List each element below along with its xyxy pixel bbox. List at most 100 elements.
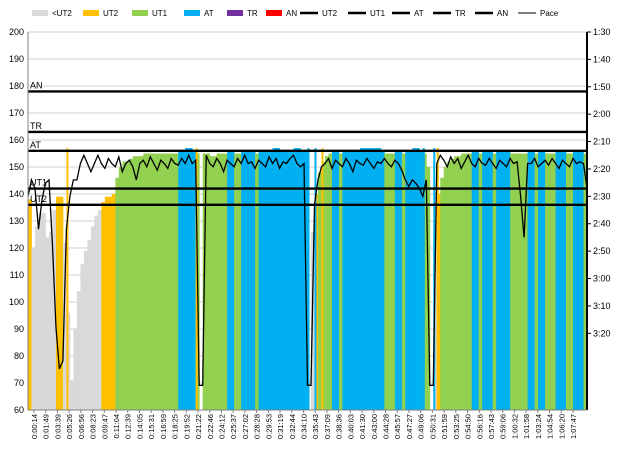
hr-bar-98: [370, 148, 375, 410]
hr-bar-13: [73, 329, 78, 410]
legend-swatch-3: [184, 10, 200, 16]
zone-marker-1: [195, 148, 198, 410]
hr-bar-36: [153, 153, 158, 410]
zone-threshold-lines: [28, 90, 587, 207]
hr-bar-104: [391, 153, 396, 410]
hr-bar-109: [408, 150, 413, 411]
hr-bar-40: [167, 153, 172, 410]
hr-bar-108: [405, 150, 410, 411]
x-tick-5: 0:08:23: [89, 414, 98, 439]
hr-bar-20: [97, 210, 102, 410]
legend-label-3: AT: [204, 9, 214, 18]
hr-bar-55: [220, 153, 225, 410]
hr-bar-94: [356, 150, 361, 411]
hr-bar-137: [506, 150, 511, 411]
y-right-tick-4: 2:10: [593, 137, 611, 147]
y-right-tick-9: 3:00: [593, 274, 611, 284]
hr-bar-91: [345, 150, 350, 411]
hr-bar-142: [524, 153, 529, 410]
hr-bar-149: [548, 153, 553, 410]
hr-bar-135: [499, 150, 504, 411]
x-tick-9: 0:14:05: [135, 414, 144, 439]
hr-bar-21: [101, 202, 106, 410]
legend-label-6: UT2: [322, 9, 338, 18]
hr-bar-126: [468, 153, 473, 410]
hr-bar-128: [475, 150, 480, 411]
hr-bar-56: [223, 153, 228, 410]
y-right-tick-0: 1:30: [593, 27, 611, 37]
x-tick-7: 0:11:04: [112, 414, 121, 438]
hr-bar-76: [293, 148, 298, 410]
hr-bar-156: [573, 150, 577, 411]
x-tick-45: 1:06:20: [557, 414, 566, 439]
hr-bar-3: [38, 212, 43, 410]
y-right-tick-7: 2:40: [593, 219, 611, 229]
legend-swatch-0: [32, 10, 48, 16]
x-tick-30: 0:44:28: [382, 414, 391, 439]
hr-bar-67: [262, 150, 266, 411]
hr-bar-17: [87, 239, 92, 410]
hr-bar-41: [171, 153, 176, 410]
x-tick-26: 0:38:36: [335, 414, 344, 439]
x-tick-34: 0:50:31: [428, 414, 437, 439]
x-tick-13: 0:19:52: [182, 414, 191, 439]
x-tick-1: 0:01:49: [42, 414, 51, 439]
hr-bar-136: [503, 150, 508, 411]
x-tick-14: 0:21:22: [194, 414, 203, 439]
hr-bar-68: [265, 150, 270, 411]
zone-marker-0: [66, 148, 69, 410]
hr-bar-35: [150, 153, 155, 410]
hr-bar-74: [286, 150, 291, 411]
hr-bar-52: [209, 156, 214, 410]
zone-area-fills: [28, 148, 588, 411]
hr-bar-69: [269, 150, 273, 411]
x-tick-21: 0:31:19: [276, 414, 285, 439]
hr-bar-77: [297, 148, 301, 410]
x-tick-11: 0:16:59: [159, 414, 168, 439]
legend-label-0: <UT2: [52, 9, 72, 18]
hr-bar-140: [517, 153, 522, 410]
hr-bar-18: [90, 226, 95, 410]
hr-bar-130: [482, 150, 487, 411]
x-tick-44: 1:04:54: [546, 414, 555, 439]
x-tick-12: 0:18:25: [171, 414, 180, 439]
x-tick-32: 0:47:27: [405, 414, 414, 439]
hr-bar-70: [272, 148, 277, 410]
zone-label-ut2: UT2: [30, 194, 47, 204]
x-tick-6: 0:09:47: [100, 414, 109, 439]
hr-bar-145: [534, 153, 539, 410]
y-right-tick-2: 1:50: [593, 82, 611, 92]
y-left-tick-4: 160: [9, 135, 24, 145]
hr-bar-146: [538, 150, 542, 411]
hr-bar-47: [192, 150, 197, 411]
y-left-tick-9: 110: [10, 270, 24, 280]
hr-bar-51: [206, 153, 211, 410]
y-left-tick-3: 170: [9, 108, 24, 118]
hr-bar-0: [28, 199, 32, 410]
hr-bar-154: [566, 153, 570, 410]
hr-bar-133: [492, 153, 497, 410]
hr-bar-27: [122, 161, 127, 410]
hr-bar-2: [34, 226, 39, 410]
hr-bar-34: [146, 153, 151, 410]
hr-bar-85: [324, 156, 329, 410]
hr-bar-59: [234, 153, 239, 410]
x-tick-37: 0:54:50: [464, 414, 473, 439]
legend-label-10: AN: [497, 9, 508, 18]
y-left-tick-7: 130: [9, 216, 24, 226]
y-right-tick-10: 3:10: [593, 301, 611, 311]
hr-bar-110: [412, 148, 417, 410]
hr-bar-87: [331, 150, 336, 411]
hr-bar-53: [213, 156, 218, 410]
hr-bar-122: [454, 156, 459, 410]
zone-label-tr: TR: [30, 121, 42, 131]
hr-bar-4: [41, 212, 46, 410]
y-left-tick-5: 150: [9, 162, 24, 172]
hr-bar-96: [363, 148, 368, 410]
legend-label-4: TR: [247, 9, 258, 18]
y-right-tick-1: 1:40: [593, 54, 611, 64]
hr-bar-86: [328, 153, 333, 410]
hr-bar-144: [531, 150, 535, 411]
zone-label-an: AN: [30, 80, 43, 90]
hr-bar-105: [394, 150, 399, 411]
